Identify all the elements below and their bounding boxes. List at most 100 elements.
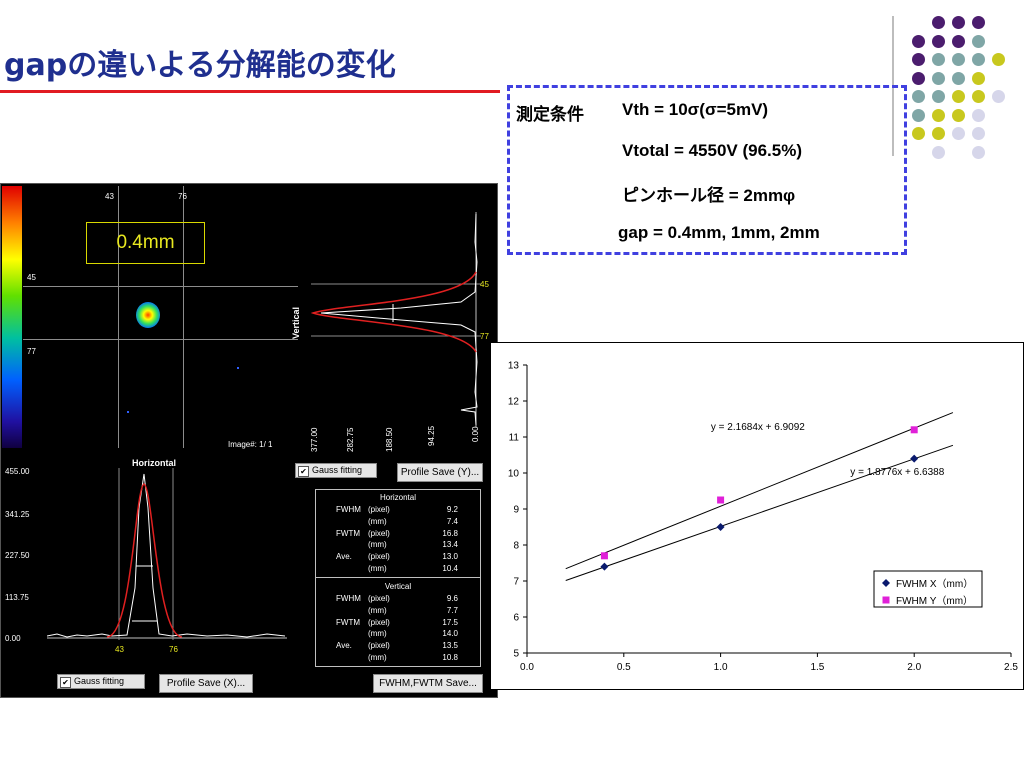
legend-marker-fwhm-y [882,596,890,604]
stats-row-value: 7.7 [446,605,458,615]
beam-spot [136,302,160,328]
y-tick-label: 11 [509,433,520,444]
gauss-fitting-label: Gauss fitting [312,465,363,475]
stats-row-label: FWTM [336,528,360,538]
image-cursor-h2 [23,339,298,340]
decor-dot [952,34,965,48]
image-cursor-v2 [183,186,184,448]
decor-dot [972,53,985,66]
stats-row-value: 17.5 [442,617,458,627]
decor-dot [932,71,945,85]
condition-gap: gap = 0.4mm, 1mm, 2mm [618,223,820,242]
chart-canvas: 5 6 7 8 9 10 11 12 13 0.0 0.5 1.0 1.5 2.0 2.5 y = 2.168… [508,361,1019,674]
decor-dot [972,16,985,29]
decor-dot [992,53,1005,66]
fwhm-vs-gap-chart: 5 6 7 8 9 10 11 12 13 0.0 0.5 1.0 1.5 2.0 2.5 y = 2.168… [490,342,1024,690]
stats-row-value: 13.0 [442,552,458,562]
vertical-tick-3: 188.50 [385,427,394,452]
stats-row-value: 9.2 [446,505,458,514]
decor-dot [972,108,985,122]
decor-dot [912,127,925,140]
decor-dot [952,127,965,140]
stats-divider [316,577,480,578]
profile-save-x-button[interactable]: Profile Save (X)... [159,674,253,693]
stats-row-label: Ave. [336,641,352,651]
decor-dot [932,90,945,103]
legend-marker-fwhm-x [882,579,890,587]
fwhm-fwtm-save-button[interactable]: FWHM,FWTM Save... [373,674,483,693]
decor-dot [972,34,985,48]
decor-dot [912,108,925,122]
data-point-fwhm-x [600,562,609,571]
stats-row-label: FWHM [336,594,361,603]
gauss-fitting-checkbox-vertical[interactable]: ✔ Gauss fitting [295,463,377,478]
decor-dot [992,90,1005,103]
x-tick-label: 1.0 [714,662,728,673]
data-point-fwhm-y [910,426,918,434]
vertical-tick-5: 0.00 [471,426,480,442]
page-title: gapの違いよる分解能の変化 [4,48,396,83]
data-point-fwhm-y [600,552,608,560]
stats-row-unit: (pixel) [368,594,390,603]
stats-row-value: 13.4 [442,540,458,550]
decor-dot [952,53,965,66]
check-icon: ✔ [60,677,71,688]
noise-pixel [127,411,129,413]
stats-row-unit: (pixel) [368,617,390,627]
decor-dot [952,71,965,85]
image-tick-x2: 76 [178,192,187,201]
stats-row-unit: (mm) [368,605,387,615]
fit-line [565,444,954,581]
image-counter: Image#: 1/ 1 [228,440,273,449]
fit-line [565,412,954,570]
stats-row-unit: (mm) [368,629,387,639]
decor-dot [952,16,965,29]
decor-dot [972,127,985,140]
decor-dot [972,71,985,85]
horizontal-tick-3: 227.50 [5,551,30,560]
chart-legend: FWHM X（mm） FWHM Y（mm） [873,570,983,608]
decor-dot-grid [0,0,1024,170]
profile-save-y-button[interactable]: Profile Save (Y)... [397,463,483,482]
y-tick-label: 5 [513,649,519,660]
image-tick-y2: 77 [27,347,36,356]
statistics-panel: Horizontal FWHM (pixel) 9.2 (mm) 7.4 FWTM (pix… [315,489,481,667]
detector-image[interactable]: 43 76 45 77 0.4mm Image#: 1/ 1 [23,186,298,449]
stats-row-value: 13.5 [442,641,458,651]
horizontal-marker-1: 43 [115,645,124,654]
stats-row-unit: (mm) [368,653,387,662]
y-tick-label: 9 [513,505,519,516]
vertical-tick-2: 282.75 [346,427,355,452]
stats-row-label: FWTM [336,617,360,627]
stats-horizontal-title: Horizontal [379,493,416,502]
check-icon: ✔ [298,466,309,477]
vertical-tick-1: 377.00 [310,427,319,452]
y-tick-label: 13 [508,361,520,372]
decor-dot [932,145,945,159]
y-tick-label: 8 [513,541,519,552]
stats-vertical-title: Vertical [384,582,412,591]
legend-box [873,570,983,608]
horizontal-profile-plot [47,468,287,640]
x-tick-label: 2.0 [907,662,921,673]
horizontal-tick-5: 0.00 [5,634,21,643]
x-tick-label: 0.5 [617,662,631,673]
horizontal-marker-2: 76 [169,645,178,654]
image-tick-y1: 45 [27,273,36,282]
stats-row-value: 10.8 [442,653,458,662]
decor-dot [972,145,985,159]
conditions-label: 測定条件 [516,105,584,124]
decor-dot [912,71,925,85]
stats-row-unit: (mm) [368,564,387,573]
y-tick-label: 12 [508,397,520,408]
data-point-fwhm-x [910,454,919,463]
decor-dot [932,108,945,122]
decor-dot [912,34,925,48]
stats-row-value: 16.8 [442,528,458,538]
gauss-fitting-label: Gauss fitting [74,676,125,686]
x-tick-label: 2.5 [1004,662,1018,673]
horizontal-plot-title: Horizontal [132,458,176,468]
fit-equation-label: y = 1.8776x + 6.6388 [850,467,944,478]
gauss-fitting-checkbox-horizontal[interactable]: ✔ Gauss fitting [57,674,145,689]
decor-dot [952,90,965,103]
